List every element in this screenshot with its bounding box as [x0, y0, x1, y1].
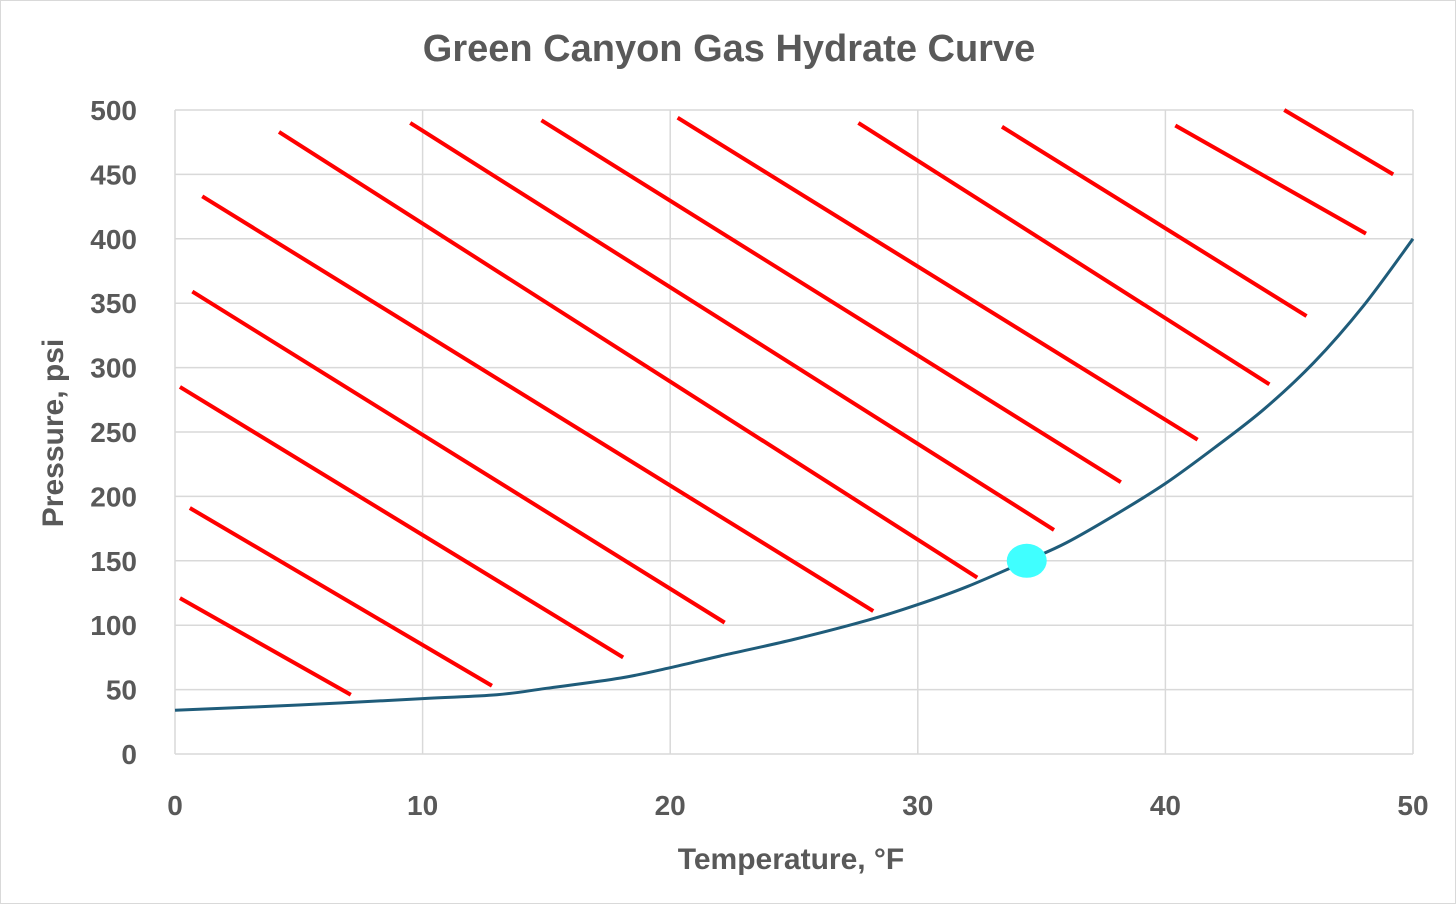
- x-tick-label: 40: [1150, 790, 1181, 821]
- y-tick-label: 0: [121, 739, 137, 770]
- series-layer: [174, 237, 1415, 712]
- hatch-line: [178, 596, 352, 697]
- tick-labels: 0 50 100 150 200 250 300 350 400 450 500 0 10 20 30 40 5…: [90, 95, 1428, 821]
- y-tick-label: 300: [90, 353, 137, 384]
- y-tick-label: 450: [90, 159, 137, 190]
- y-tick-label: 50: [106, 675, 137, 706]
- y-tick-label: 150: [90, 546, 137, 577]
- hatch-line: [409, 121, 1056, 532]
- y-axis-title: Pressure, psi: [37, 339, 70, 527]
- hatch-lines: [178, 108, 1395, 697]
- x-tick-label: 50: [1397, 790, 1428, 821]
- y-tick-label: 500: [90, 95, 137, 126]
- operating-point-marker: [1006, 543, 1047, 578]
- x-tick-label: 30: [902, 790, 933, 821]
- hatch-line: [1174, 123, 1367, 236]
- hatch-line: [178, 385, 625, 660]
- hydrate-curve-line: [174, 237, 1415, 712]
- y-tick-label: 250: [90, 417, 137, 448]
- hatch-line: [676, 116, 1199, 442]
- hatch-line: [1283, 108, 1395, 177]
- y-tick-label: 400: [90, 224, 137, 255]
- x-tick-label: 20: [655, 790, 686, 821]
- chart-title: Green Canyon Gas Hydrate Curve: [423, 28, 1035, 70]
- y-tick-label: 200: [90, 481, 137, 512]
- hatch-line: [540, 118, 1122, 484]
- hatch-line: [191, 289, 726, 625]
- x-tick-label: 10: [407, 790, 438, 821]
- hatch-line: [277, 130, 979, 580]
- y-tick-label: 350: [90, 288, 137, 319]
- y-tick-label: 100: [90, 610, 137, 641]
- hatch-line: [857, 121, 1271, 387]
- hatch-line: [1000, 125, 1308, 318]
- x-tick-label: 0: [167, 790, 183, 821]
- gridlines: [174, 109, 1414, 755]
- x-axis-title: Temperature, °F: [678, 843, 905, 876]
- hatch-line: [201, 194, 875, 613]
- hatch-line: [188, 506, 493, 688]
